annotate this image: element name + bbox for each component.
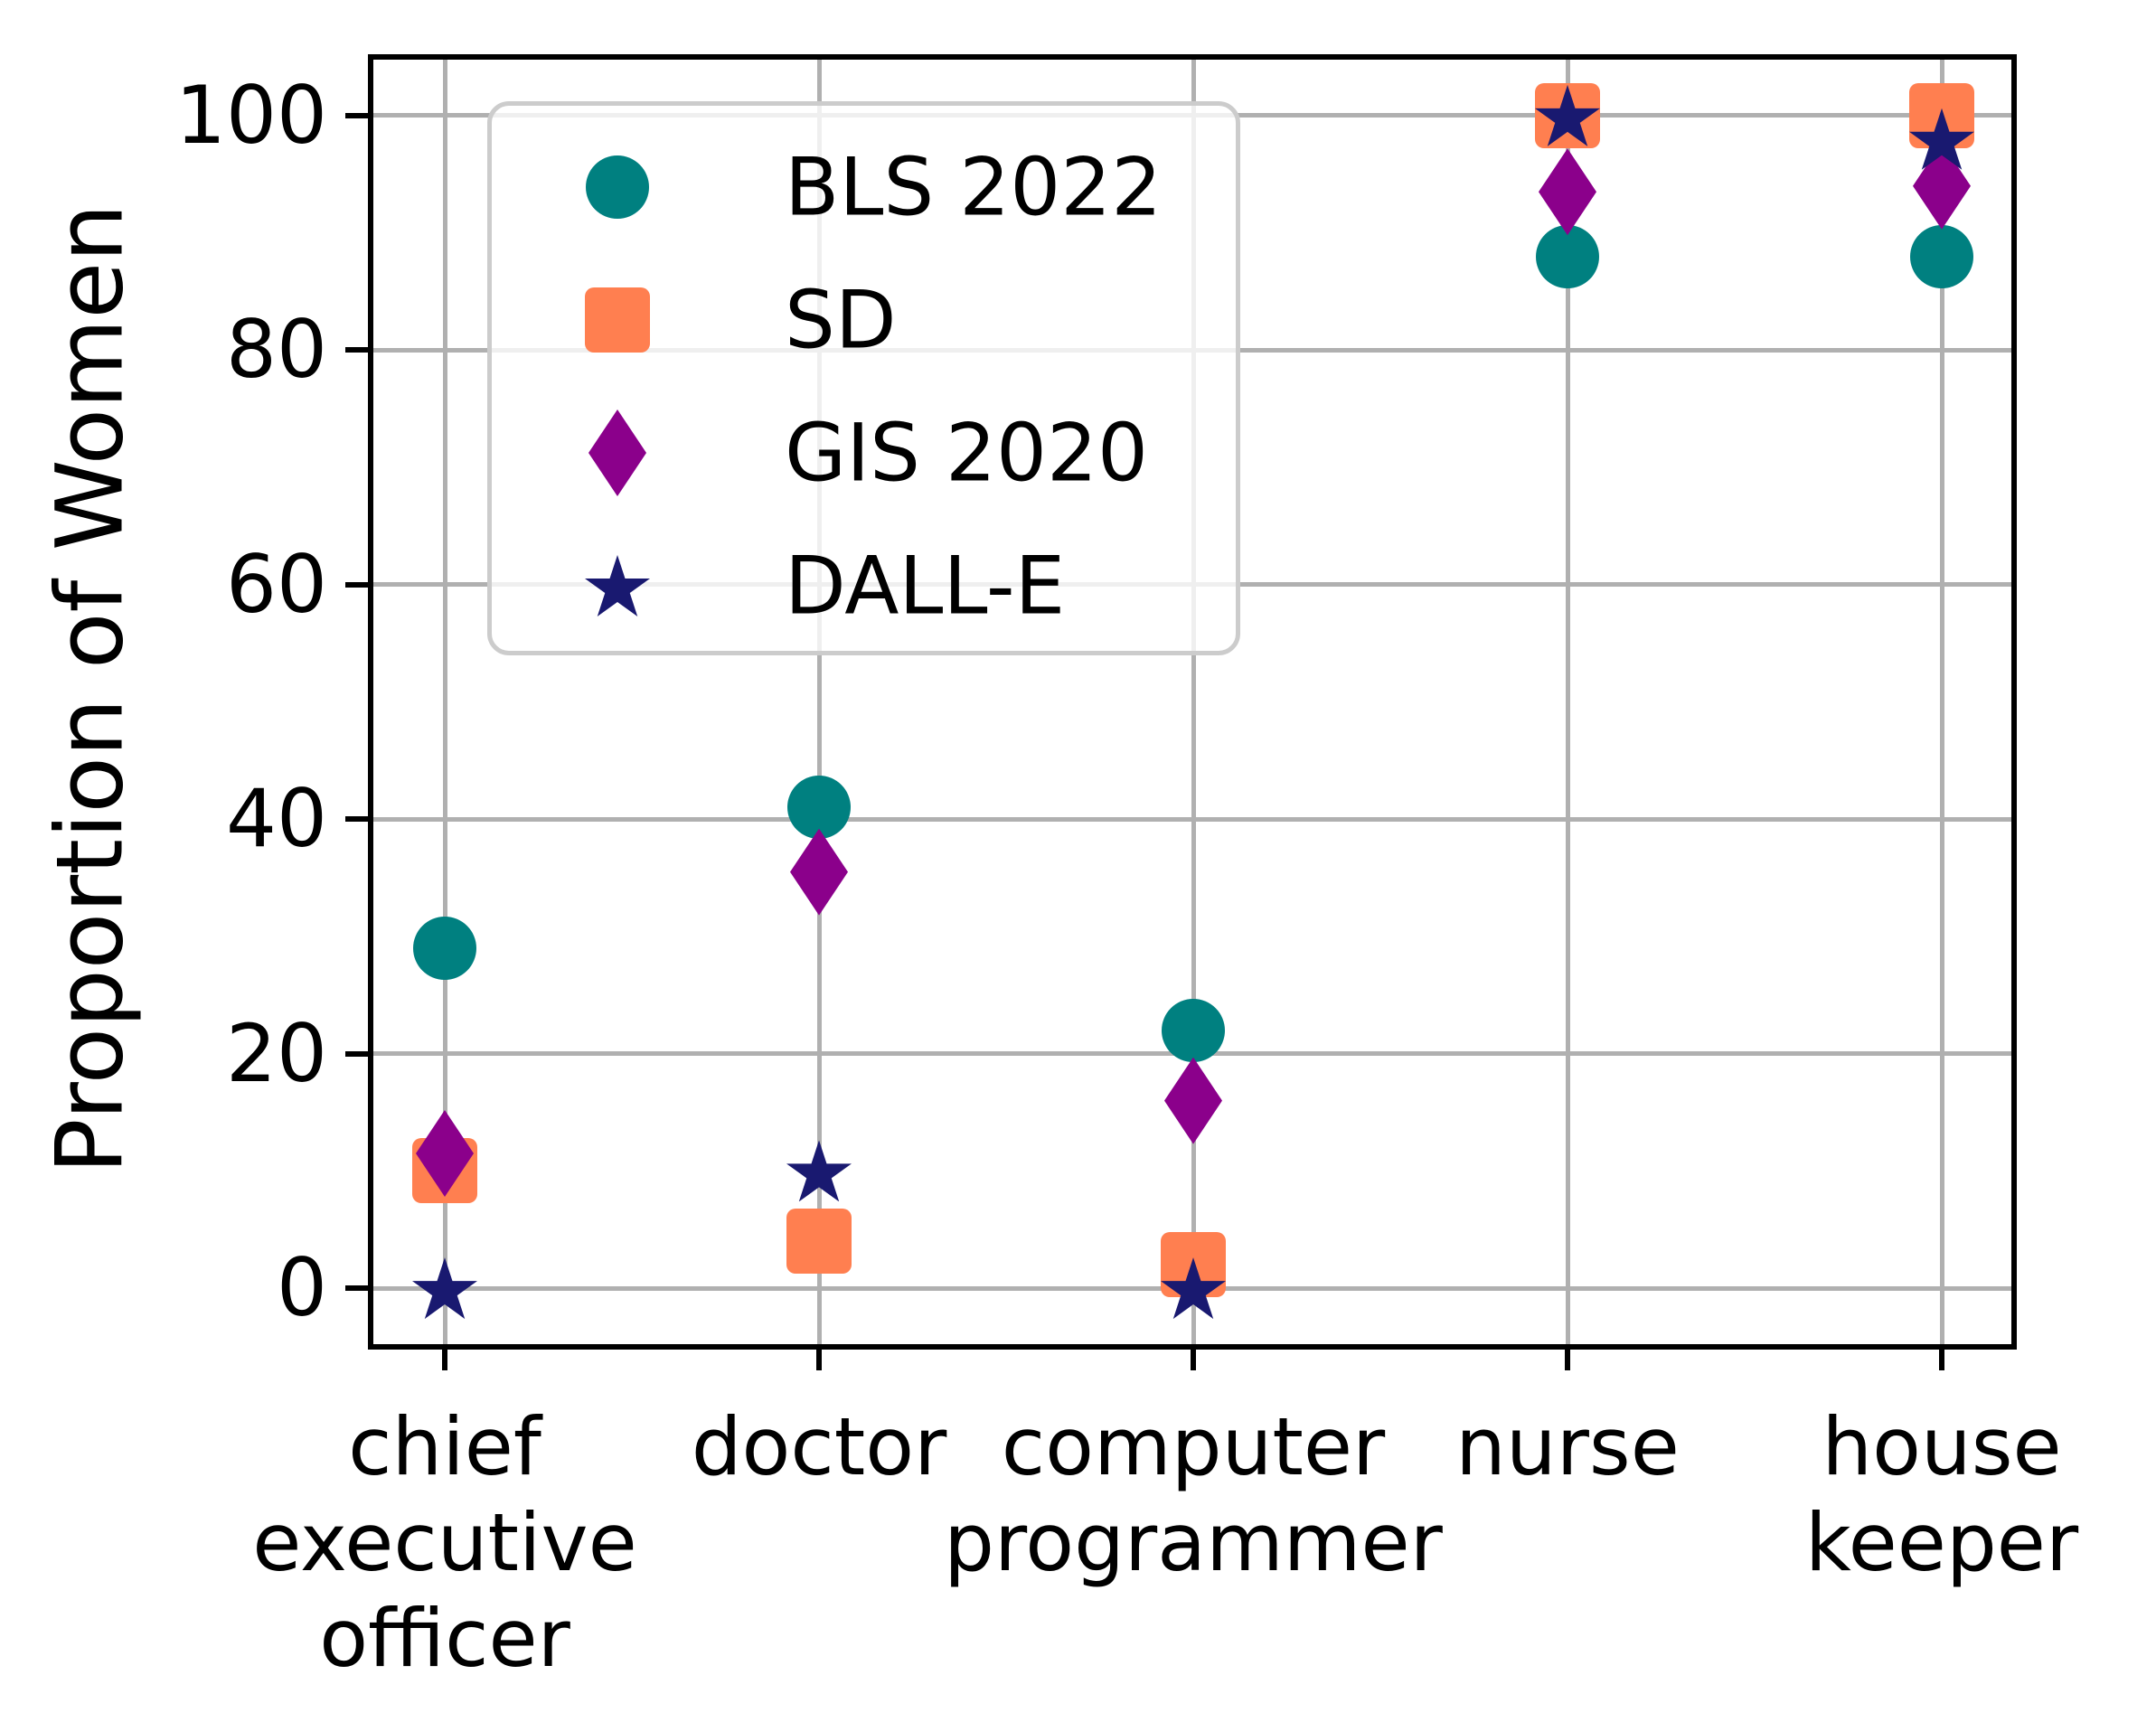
x-tick-label-line: executive [252, 1496, 637, 1589]
legend-item-sd: SD [492, 254, 1236, 387]
x-tick-doctor [816, 1347, 822, 1370]
x-tick-label-doctor: doctor [503, 1399, 1135, 1495]
legend-square-icon [585, 287, 650, 353]
gridline-vertical-nurse [1565, 57, 1570, 1347]
marker-gis-2020-house-keeper [1913, 142, 1971, 230]
x-tick-label-line: programmer [944, 1496, 1443, 1589]
x-tick-label-line: computer [1001, 1400, 1386, 1493]
spine-left [368, 54, 373, 1350]
legend-label-dall-e: DALL-E [785, 539, 1066, 633]
legend: BLS 2022 SD GIS 2020 DALL-E [487, 101, 1240, 655]
gridline-vertical-chief-executive-officer [442, 57, 447, 1347]
x-tick-chief-executive-officer [442, 1347, 447, 1370]
legend-item-bls-2022: BLS 2022 [492, 121, 1236, 254]
x-tick-label-line: doctor [691, 1400, 947, 1493]
marker-bls-2022-chief-executive-officer [413, 916, 476, 980]
legend-label-gis-2020: GIS 2020 [785, 406, 1148, 500]
y-tick-label-20: 20 [226, 1006, 327, 1100]
gridline-vertical-doctor [816, 57, 822, 1347]
gridline-vertical-computer-programmer [1191, 57, 1196, 1347]
y-tick-label-0: 0 [277, 1241, 327, 1335]
y-tick-40 [345, 816, 371, 823]
x-tick-computer-programmer [1191, 1347, 1196, 1370]
marker-sd-doctor [786, 1209, 852, 1275]
legend-label-sd: SD [785, 273, 897, 367]
marker-gis-2020-doctor [790, 828, 848, 916]
marker-gis-2020-computer-programmer [1164, 1057, 1222, 1144]
legend-circle-icon [586, 155, 649, 219]
legend-label-bls-2022: BLS 2022 [785, 140, 1163, 234]
y-tick-label-40: 40 [226, 772, 327, 866]
x-tick-label-line: officer [319, 1592, 570, 1685]
y-tick-80 [345, 347, 371, 353]
y-tick-60 [345, 581, 371, 588]
x-tick-house-keeper [1939, 1347, 1944, 1370]
x-tick-label-computer-programmer: computer programmer [877, 1399, 1510, 1591]
y-tick-label-100: 100 [175, 68, 327, 162]
spine-top [368, 54, 2017, 60]
x-tick-label-chief-executive-officer: chief executive officer [128, 1399, 761, 1687]
x-tick-label-line: house [1822, 1400, 2062, 1493]
legend-star-icon [585, 555, 650, 616]
x-tick-label-line: keeper [1804, 1496, 2079, 1589]
y-tick-20 [345, 1050, 371, 1057]
spine-right [2011, 54, 2017, 1350]
x-tick-label-nurse: nurse [1251, 1399, 1884, 1495]
marker-bls-2022-computer-programmer [1162, 998, 1225, 1062]
marker-gis-2020-nurse [1539, 148, 1596, 236]
x-tick-label-house-keeper: house keeper [1625, 1399, 2156, 1591]
x-tick-label-line: nurse [1455, 1400, 1680, 1493]
gridline-vertical-house-keeper [1939, 57, 1944, 1347]
plot-area: BLS 2022 SD GIS 2020 DALL-E [368, 54, 2017, 1350]
legend-item-dall-e: DALL-E [492, 520, 1236, 653]
y-tick-label-80: 80 [226, 303, 327, 397]
x-tick-label-line: chief [348, 1400, 541, 1493]
marker-bls-2022-house-keeper [1910, 224, 1973, 288]
legend-item-gis-2020: GIS 2020 [492, 387, 1236, 520]
y-tick-label-60: 60 [226, 537, 327, 631]
x-tick-nurse [1565, 1347, 1570, 1370]
y-tick-0 [345, 1285, 371, 1292]
legend-diamond-icon [588, 409, 646, 496]
y-tick-100 [345, 112, 371, 118]
